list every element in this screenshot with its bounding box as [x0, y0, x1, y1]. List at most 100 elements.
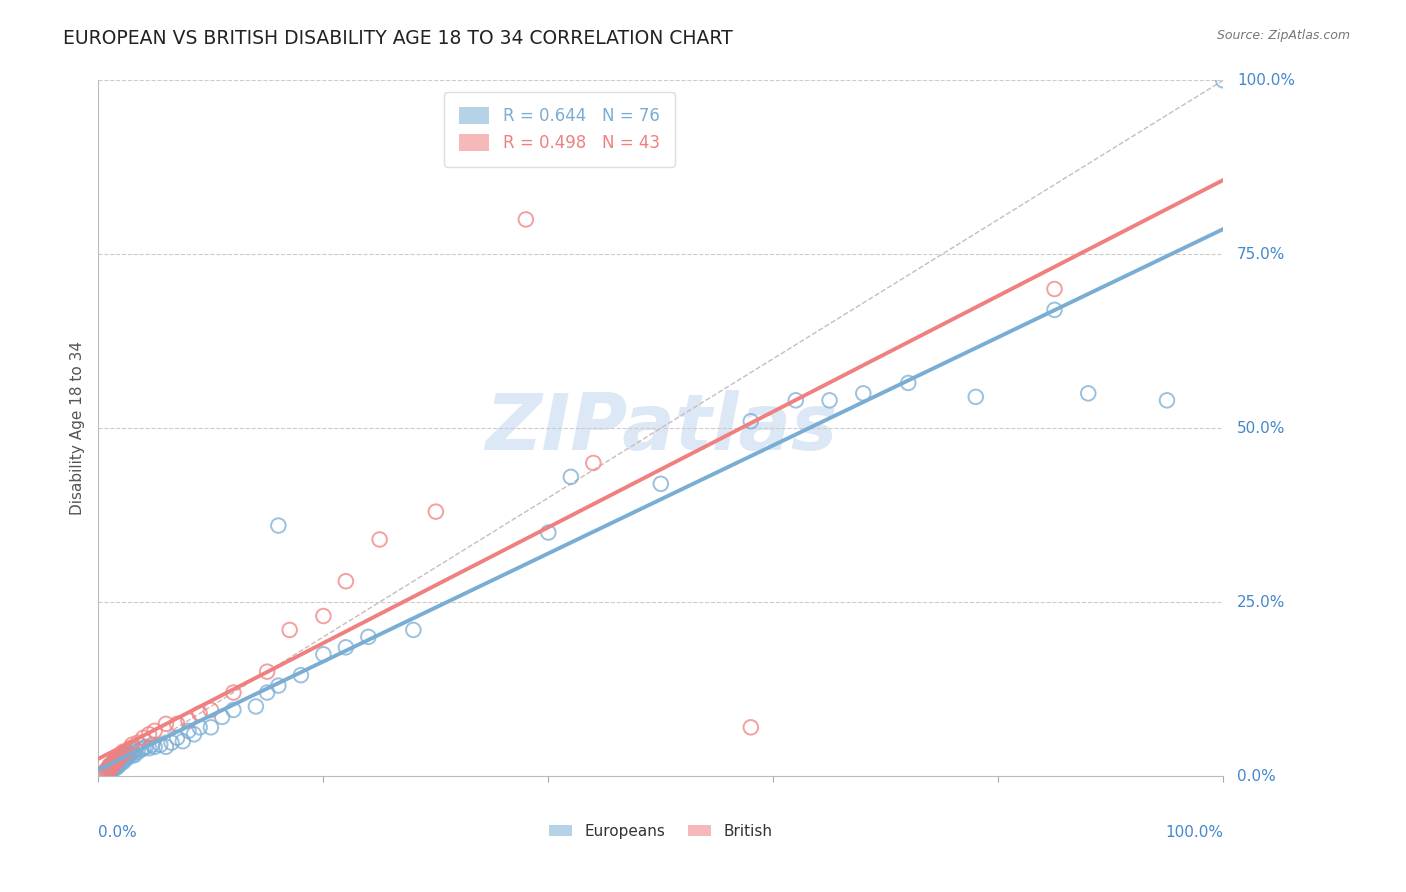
Point — [98, 761, 121, 775]
Point — [200, 720, 222, 734]
Text: 0.0%: 0.0% — [98, 825, 138, 839]
Point — [138, 727, 160, 741]
Point — [112, 745, 135, 759]
Point — [335, 574, 357, 589]
Point — [650, 476, 672, 491]
Point — [110, 748, 132, 763]
Point — [132, 741, 155, 756]
Point — [127, 745, 149, 759]
Point — [107, 758, 129, 772]
Point — [98, 758, 121, 772]
Point — [852, 386, 875, 401]
Legend: Europeans, British: Europeans, British — [543, 818, 779, 845]
Point — [211, 710, 233, 724]
Point — [121, 738, 143, 752]
Point — [104, 755, 127, 769]
Point — [96, 764, 118, 778]
Point — [97, 761, 120, 775]
Point — [124, 748, 146, 763]
Point — [112, 755, 135, 769]
Point — [111, 754, 134, 768]
Point — [290, 668, 312, 682]
Text: 0.0%: 0.0% — [1237, 769, 1275, 783]
Point — [560, 470, 582, 484]
Point — [155, 739, 177, 754]
Point — [368, 533, 391, 547]
Point — [138, 741, 160, 756]
Text: 100.0%: 100.0% — [1166, 825, 1223, 839]
Text: EUROPEAN VS BRITISH DISABILITY AGE 18 TO 34 CORRELATION CHART: EUROPEAN VS BRITISH DISABILITY AGE 18 TO… — [63, 29, 733, 48]
Point — [537, 525, 560, 540]
Point — [183, 727, 205, 741]
Point — [425, 505, 447, 519]
Point — [135, 739, 157, 754]
Point — [104, 756, 127, 771]
Text: 50.0%: 50.0% — [1237, 421, 1285, 435]
Text: 100.0%: 100.0% — [1237, 73, 1295, 87]
Point — [110, 755, 132, 769]
Point — [267, 518, 290, 533]
Point — [177, 723, 200, 738]
Point — [188, 706, 211, 721]
Point — [121, 745, 143, 759]
Point — [101, 762, 124, 776]
Point — [112, 751, 135, 765]
Point — [104, 754, 127, 768]
Text: 25.0%: 25.0% — [1237, 595, 1285, 609]
Point — [143, 723, 166, 738]
Point — [129, 742, 152, 756]
Point — [108, 751, 131, 765]
Point — [1043, 302, 1066, 317]
Point — [141, 738, 163, 752]
Point — [118, 749, 141, 764]
Point — [200, 703, 222, 717]
Point — [166, 717, 188, 731]
Point — [402, 623, 425, 637]
Point — [101, 755, 124, 769]
Point — [245, 699, 267, 714]
Y-axis label: Disability Age 18 to 34: Disability Age 18 to 34 — [69, 341, 84, 516]
Point — [107, 749, 129, 764]
Point — [103, 756, 125, 771]
Point — [740, 414, 762, 428]
Point — [93, 765, 115, 780]
Point — [1043, 282, 1066, 296]
Point — [222, 703, 245, 717]
Point — [312, 609, 335, 624]
Point — [98, 758, 121, 772]
Point — [115, 745, 138, 759]
Point — [357, 630, 380, 644]
Point — [118, 741, 141, 756]
Point — [104, 760, 127, 774]
Point — [188, 720, 211, 734]
Point — [515, 212, 537, 227]
Point — [101, 756, 124, 771]
Point — [111, 747, 134, 761]
Text: ZIPatlas: ZIPatlas — [485, 390, 837, 467]
Point — [160, 736, 183, 750]
Point — [93, 765, 115, 780]
Point — [256, 665, 278, 679]
Point — [143, 739, 166, 754]
Point — [897, 376, 920, 390]
Point — [100, 761, 122, 775]
Point — [115, 748, 138, 763]
Point — [166, 731, 188, 745]
Point — [96, 764, 118, 778]
Point — [965, 390, 987, 404]
Point — [103, 762, 125, 776]
Point — [335, 640, 357, 655]
Point — [1156, 393, 1178, 408]
Point — [108, 749, 131, 764]
Point — [155, 717, 177, 731]
Point — [118, 747, 141, 761]
Point — [818, 393, 841, 408]
Point — [107, 755, 129, 769]
Point — [149, 738, 172, 752]
Point — [127, 736, 149, 750]
Point — [108, 756, 131, 771]
Point — [222, 685, 245, 699]
Point — [96, 762, 118, 776]
Point — [107, 758, 129, 772]
Point — [177, 714, 200, 728]
